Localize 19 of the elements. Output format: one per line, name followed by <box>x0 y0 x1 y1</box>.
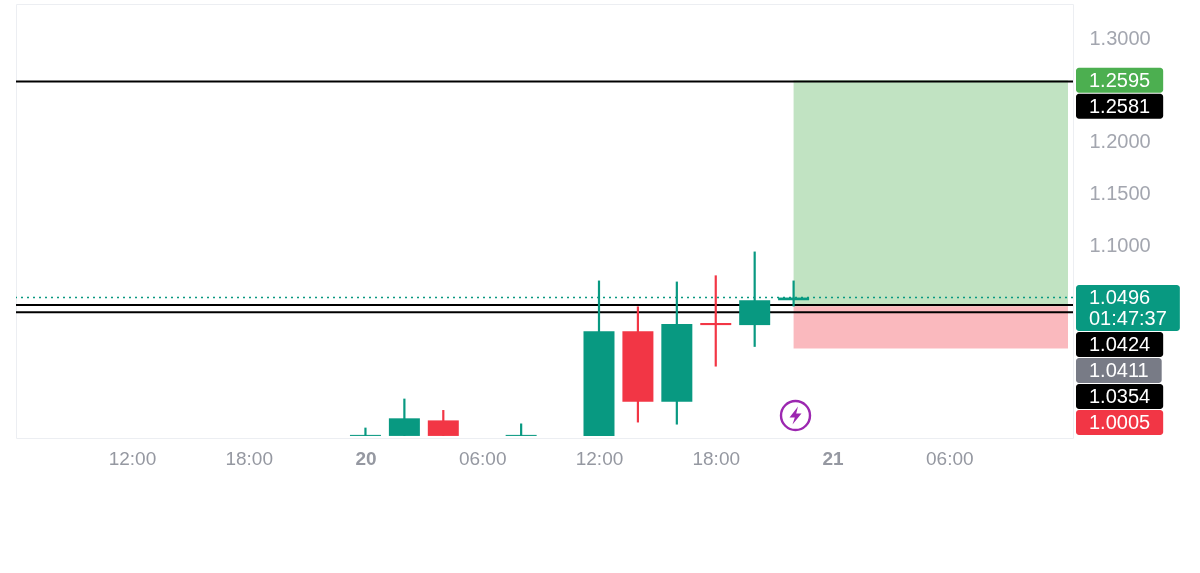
legend-label: 1.2581 <box>1089 94 1151 117</box>
x-tick-label: 06:00 <box>458 447 507 469</box>
x-tick-label: 18:00 <box>225 447 273 469</box>
y-tick-label: 1.2000 <box>1089 130 1151 153</box>
y-tick-label: 1.3000 <box>1089 26 1151 49</box>
legend-label: 1.0005 <box>1089 411 1151 434</box>
band-label: 1.2595 <box>1089 68 1151 91</box>
text: 1.0411 <box>1089 359 1149 382</box>
legend-label: 1.0354 <box>1089 385 1151 408</box>
ref-line-label: 1.0496 01:47:37 <box>1089 286 1167 330</box>
x-tick-label: 12:00 <box>575 447 624 469</box>
x-tick-label: 12:00 <box>108 447 157 469</box>
y-tick-label: 1.1000 <box>1089 233 1151 256</box>
x-tick-label: 21 <box>822 447 845 469</box>
x-tick-label: 18:00 <box>692 447 741 469</box>
legend-label: 1.0424 <box>1089 333 1151 356</box>
x-tick-label: 20 <box>355 447 377 469</box>
y-tick-label: 1.1500 <box>1089 182 1151 205</box>
x-tick-label: 06:00 <box>926 447 974 469</box>
